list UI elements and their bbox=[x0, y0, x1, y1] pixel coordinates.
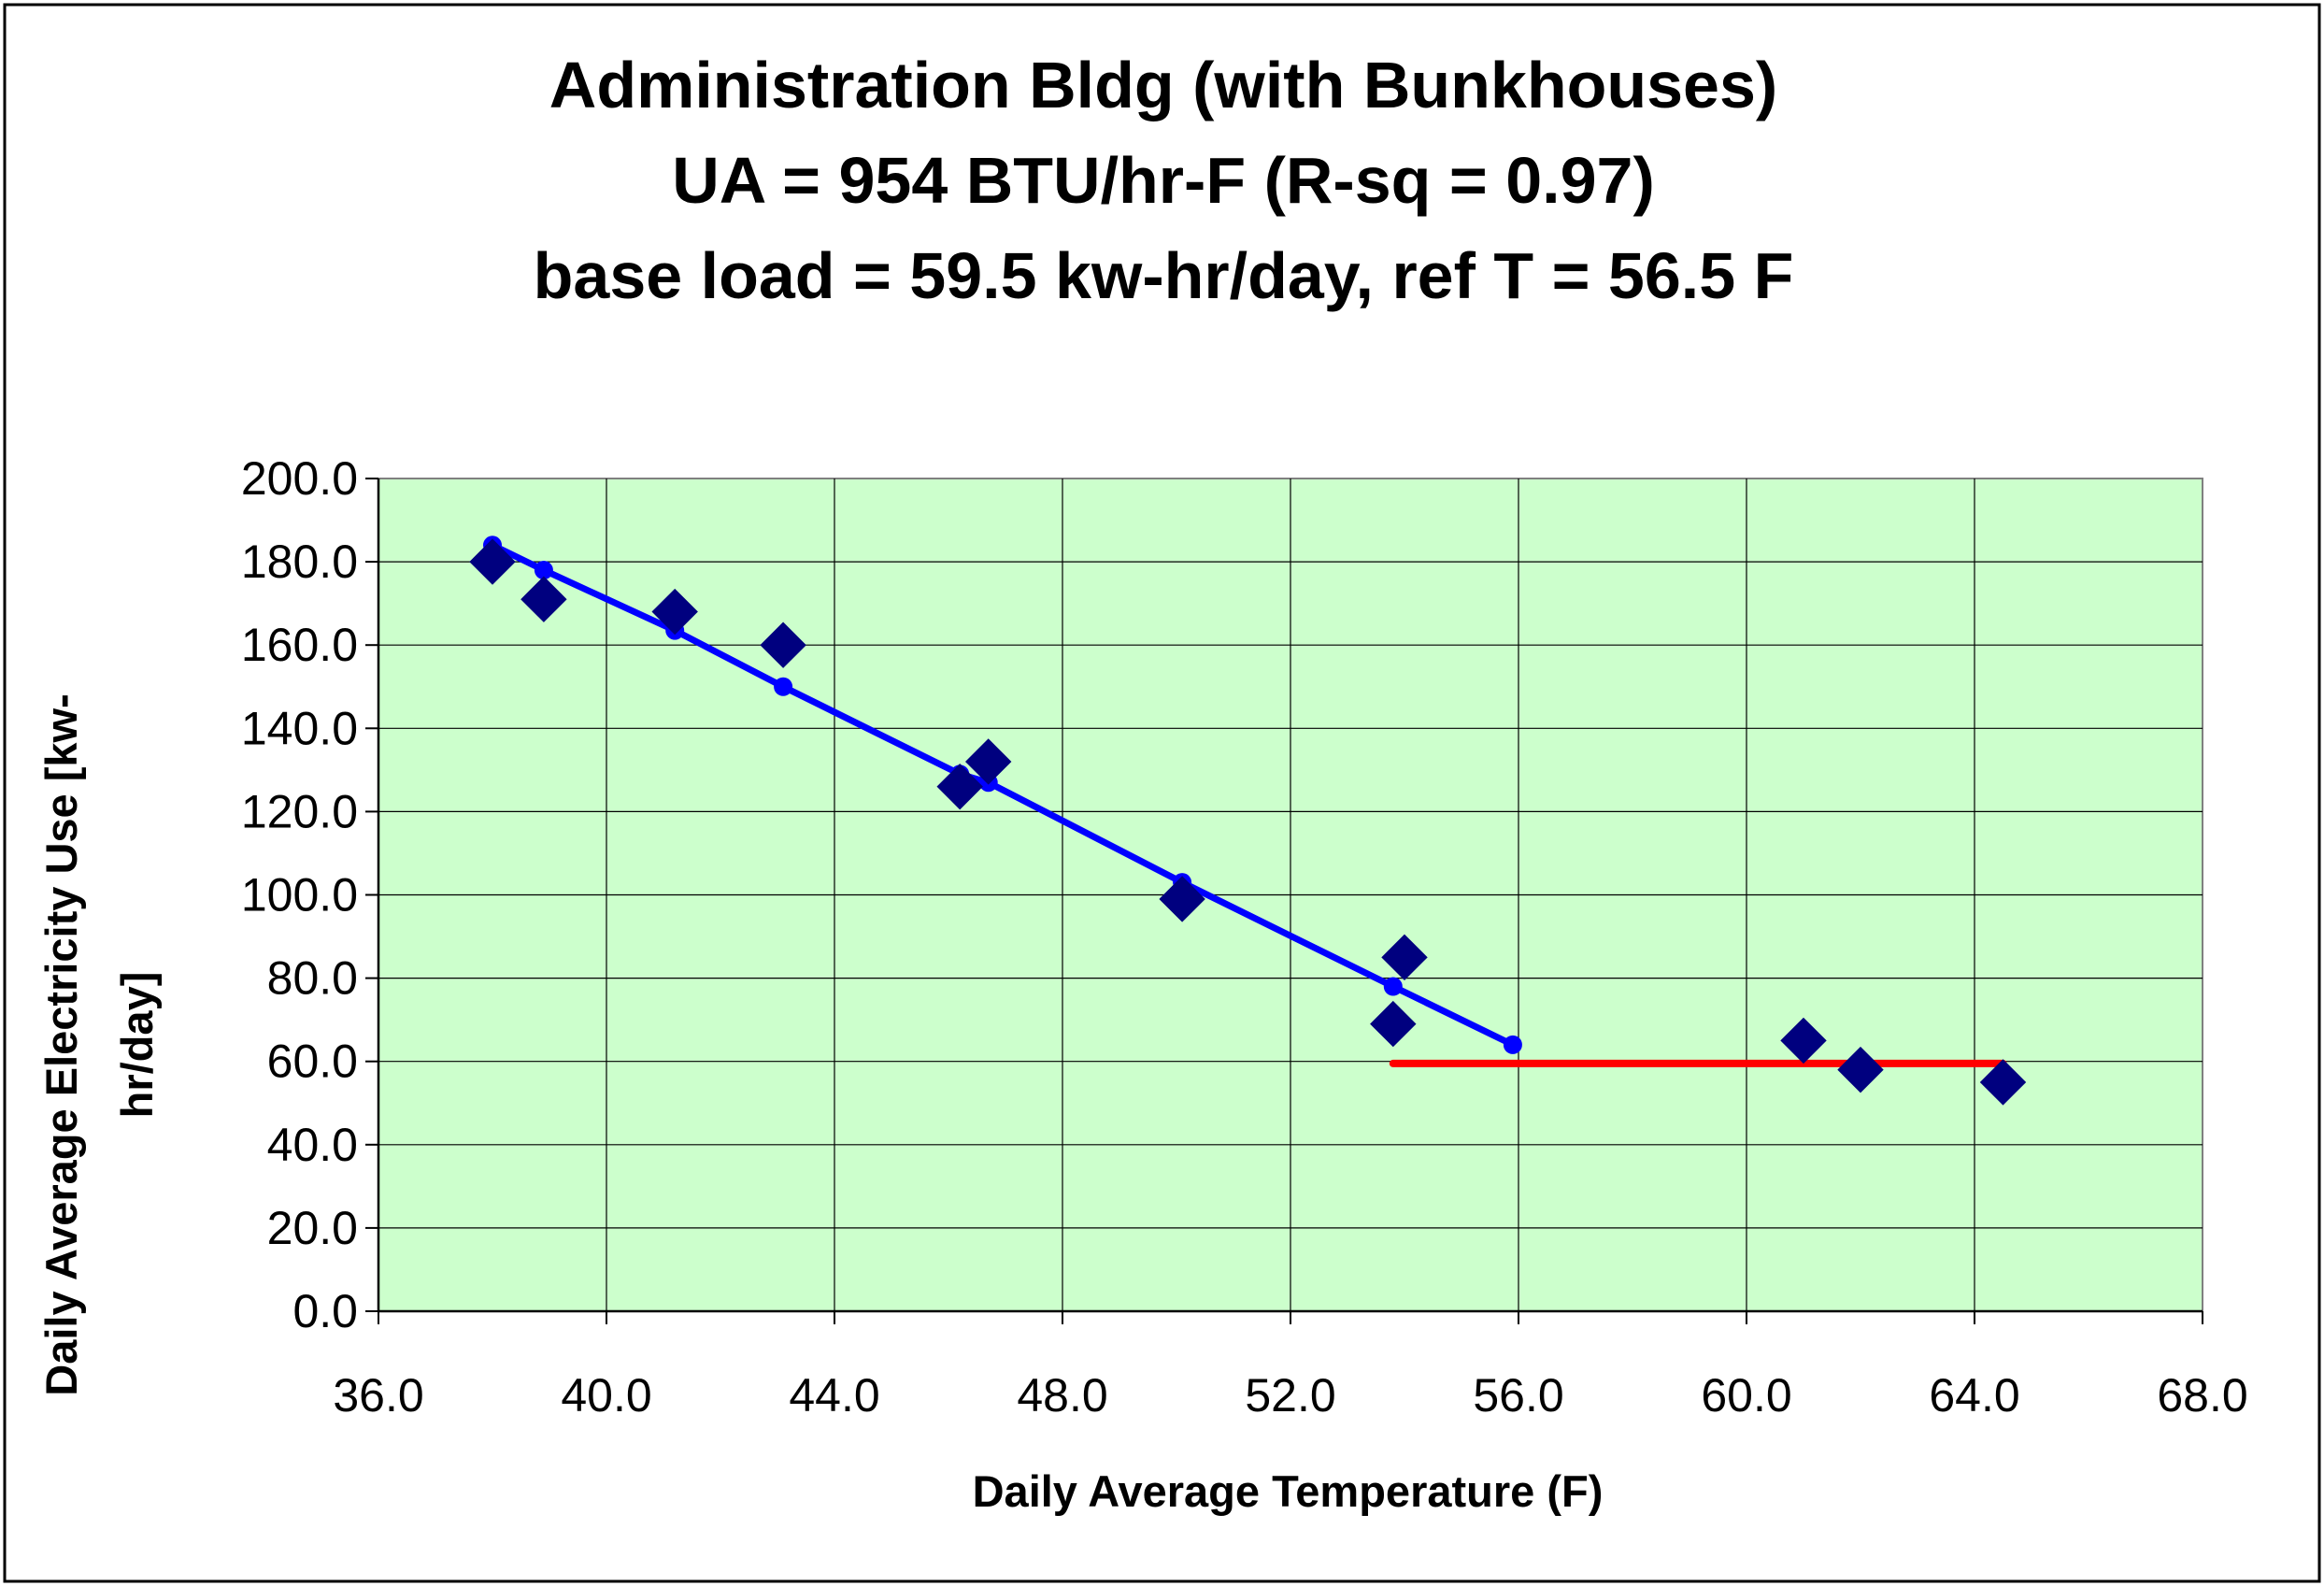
data-point-diamond bbox=[760, 622, 806, 668]
grid-lines bbox=[378, 479, 2203, 1311]
y-tick-label: 160.0 bbox=[241, 619, 358, 671]
x-tick-label: 64.0 bbox=[1929, 1369, 2019, 1422]
data-point-circle bbox=[1383, 977, 1403, 996]
y-tick-label: 0.0 bbox=[292, 1285, 358, 1337]
axes bbox=[365, 478, 2203, 1324]
y-tick-label: 140.0 bbox=[241, 702, 358, 754]
data-point-diamond bbox=[1381, 934, 1428, 981]
x-tick-label: 48.0 bbox=[1017, 1369, 1107, 1422]
y-tick-label: 80.0 bbox=[267, 952, 358, 1005]
data-point-diamond bbox=[651, 588, 698, 636]
x-tick-label: 56.0 bbox=[1473, 1369, 1563, 1422]
data-point-diamond bbox=[1780, 1017, 1827, 1064]
y-tick-label: 200.0 bbox=[241, 452, 358, 505]
x-tick-label: 44.0 bbox=[789, 1369, 879, 1422]
chart-title-line-1: Administration Bldg (with Bunkhouses) bbox=[549, 49, 1777, 121]
data-point-diamond bbox=[1837, 1046, 1884, 1093]
data-point-circle bbox=[774, 677, 793, 696]
data-point-circle bbox=[1503, 1035, 1522, 1054]
x-tick-label: 68.0 bbox=[2157, 1369, 2247, 1422]
x-axis-title: Daily Average Temperature (F) bbox=[973, 1466, 1604, 1516]
data-point-diamond bbox=[520, 576, 567, 622]
series-layer bbox=[469, 536, 2027, 1106]
y-tick-label: 60.0 bbox=[267, 1036, 358, 1088]
y-tick-label: 40.0 bbox=[267, 1119, 358, 1171]
tick-labels: 36.0 40.0 44.0 48.0 52.0 56.0 60.0 64.0 68.0 0.0 2… bbox=[241, 452, 2248, 1422]
x-tick-label: 60.0 bbox=[1701, 1369, 1791, 1422]
y-tick-label: 100.0 bbox=[241, 869, 358, 922]
data-point-diamond bbox=[1159, 876, 1205, 922]
data-point-diamond bbox=[936, 763, 983, 810]
data-point-diamond bbox=[469, 538, 516, 585]
data-point-diamond bbox=[1979, 1059, 2027, 1106]
x-tick-label: 52.0 bbox=[1245, 1369, 1335, 1422]
data-point-diamond bbox=[1370, 1000, 1417, 1048]
chart-title-line-2: UA = 954 BTU/hr-F (R-sq = 0.97) bbox=[672, 144, 1655, 217]
x-tick-label: 36.0 bbox=[333, 1369, 423, 1422]
x-tick-label: 40.0 bbox=[561, 1369, 651, 1422]
series-0 bbox=[469, 538, 2027, 1106]
y-axis-title-line-2: hr/day] bbox=[112, 972, 162, 1119]
y-tick-label: 20.0 bbox=[267, 1202, 358, 1254]
chart-title-line-3: base load = 59.5 kw-hr/day, ref T = 56.5… bbox=[534, 239, 1794, 312]
y-tick-label: 120.0 bbox=[241, 785, 358, 837]
y-axis-title-line-1: Daily Average Electricity Use [kw- bbox=[36, 693, 86, 1395]
data-point-diamond bbox=[964, 738, 1012, 785]
data-point-circle bbox=[534, 561, 553, 580]
y-tick-label: 180.0 bbox=[241, 536, 358, 588]
